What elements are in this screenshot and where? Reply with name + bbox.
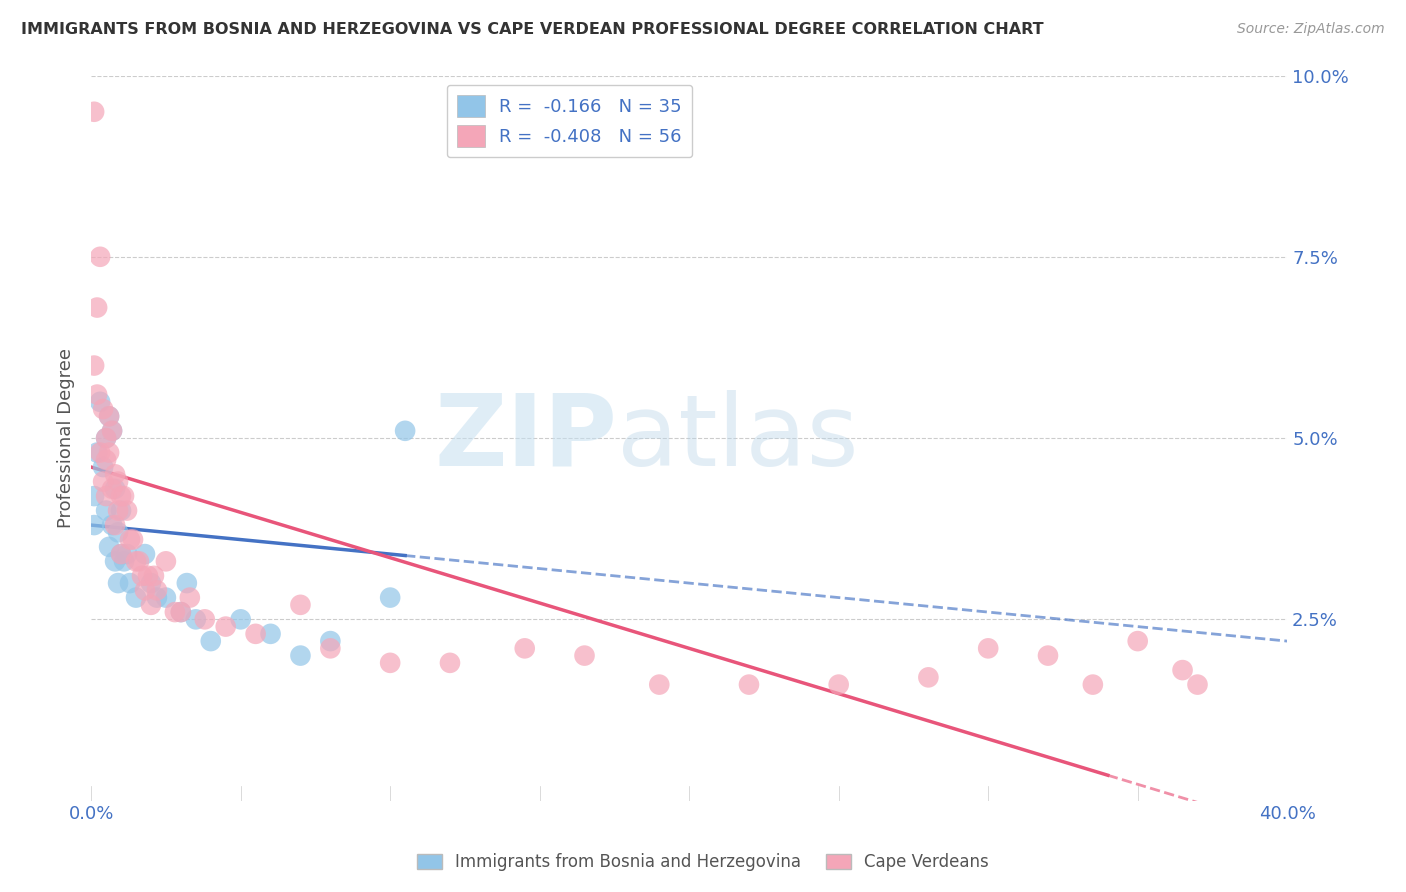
Point: [104, 467, 127, 482]
Point: [139, 598, 162, 612]
Point: [1036, 648, 1059, 663]
Point: [110, 489, 132, 503]
Point: [380, 656, 402, 670]
Point: [139, 576, 162, 591]
Point: [98, 409, 121, 424]
Point: [828, 677, 851, 691]
Point: [1081, 677, 1104, 691]
Point: [184, 612, 207, 626]
Point: [229, 612, 252, 626]
Point: [738, 677, 761, 691]
Point: [107, 503, 129, 517]
Point: [1187, 677, 1209, 691]
Point: [1171, 663, 1194, 677]
Point: [155, 591, 177, 605]
Point: [110, 547, 132, 561]
Point: [94, 431, 117, 445]
Point: [83, 518, 105, 533]
Point: [439, 656, 461, 670]
Point: [170, 605, 193, 619]
Text: Source: ZipAtlas.com: Source: ZipAtlas.com: [1237, 22, 1385, 37]
Point: [574, 648, 596, 663]
Point: [112, 489, 135, 503]
Point: [101, 482, 124, 496]
Point: [125, 554, 148, 568]
Point: [128, 554, 150, 568]
Point: [194, 612, 217, 626]
Point: [110, 547, 132, 561]
Legend: Immigrants from Bosnia and Herzegovina, Cape Verdeans: Immigrants from Bosnia and Herzegovina, …: [409, 845, 997, 880]
Point: [101, 424, 124, 438]
Point: [163, 605, 186, 619]
Point: [112, 554, 135, 568]
Point: [131, 569, 153, 583]
Point: [319, 641, 342, 656]
Text: ZIP: ZIP: [434, 390, 617, 486]
Point: [215, 619, 238, 633]
Point: [110, 503, 132, 517]
Point: [115, 547, 138, 561]
Point: [179, 591, 201, 605]
Point: [319, 634, 342, 648]
Point: [107, 525, 129, 540]
Point: [101, 424, 124, 438]
Point: [98, 540, 121, 554]
Point: [98, 445, 121, 459]
Point: [83, 359, 105, 373]
Legend: R =  -0.166   N = 35, R =  -0.408   N = 56: R = -0.166 N = 35, R = -0.408 N = 56: [447, 85, 693, 158]
Point: [134, 583, 156, 598]
Point: [142, 569, 165, 583]
Point: [107, 475, 129, 489]
Y-axis label: Professional Degree: Professional Degree: [58, 348, 75, 528]
Point: [91, 475, 114, 489]
Point: [136, 569, 159, 583]
Point: [94, 452, 117, 467]
Point: [245, 627, 267, 641]
Point: [107, 576, 129, 591]
Point: [98, 409, 121, 424]
Point: [134, 547, 156, 561]
Point: [290, 648, 312, 663]
Point: [104, 482, 127, 496]
Text: atlas: atlas: [617, 390, 859, 486]
Point: [118, 576, 141, 591]
Point: [917, 670, 939, 684]
Point: [977, 641, 1000, 656]
Point: [176, 576, 198, 591]
Point: [146, 583, 169, 598]
Point: [122, 533, 145, 547]
Point: [170, 605, 193, 619]
Point: [91, 402, 114, 417]
Point: [648, 677, 671, 691]
Point: [83, 104, 105, 119]
Point: [94, 503, 117, 517]
Point: [86, 445, 108, 459]
Point: [380, 591, 402, 605]
Point: [200, 634, 222, 648]
Point: [89, 445, 111, 459]
Point: [101, 518, 124, 533]
Point: [146, 591, 169, 605]
Point: [1126, 634, 1149, 648]
Point: [86, 387, 108, 401]
Point: [89, 250, 111, 264]
Point: [86, 301, 108, 315]
Point: [104, 554, 127, 568]
Point: [115, 503, 138, 517]
Point: [394, 424, 416, 438]
Point: [94, 489, 117, 503]
Point: [91, 460, 114, 475]
Point: [155, 554, 177, 568]
Point: [89, 394, 111, 409]
Point: [259, 627, 281, 641]
Point: [83, 489, 105, 503]
Point: [513, 641, 536, 656]
Point: [94, 431, 117, 445]
Text: IMMIGRANTS FROM BOSNIA AND HERZEGOVINA VS CAPE VERDEAN PROFESSIONAL DEGREE CORRE: IMMIGRANTS FROM BOSNIA AND HERZEGOVINA V…: [21, 22, 1043, 37]
Point: [290, 598, 312, 612]
Point: [125, 591, 148, 605]
Point: [104, 518, 127, 533]
Point: [118, 533, 141, 547]
